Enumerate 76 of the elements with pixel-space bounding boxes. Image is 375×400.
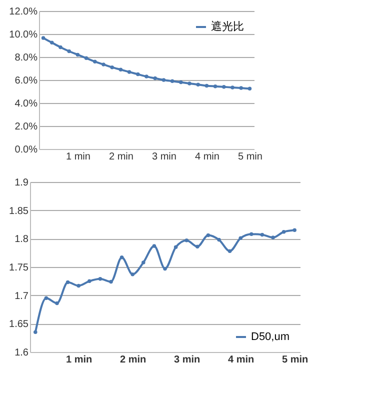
y-tick-label: 1.85 bbox=[9, 206, 29, 217]
point bbox=[222, 85, 226, 89]
point bbox=[188, 82, 192, 86]
x-tick-label: 5 min bbox=[282, 354, 308, 366]
y-tick-label: 10.0% bbox=[9, 30, 38, 40]
point bbox=[248, 86, 252, 90]
point bbox=[206, 233, 210, 238]
point bbox=[184, 238, 188, 242]
x-tick-label: 3 min bbox=[152, 152, 176, 162]
point bbox=[66, 280, 70, 284]
point bbox=[163, 266, 167, 271]
point bbox=[282, 230, 286, 234]
y-tick-label: 1.75 bbox=[9, 262, 29, 274]
point bbox=[127, 70, 132, 74]
point bbox=[170, 79, 174, 84]
point bbox=[50, 40, 54, 44]
point bbox=[110, 65, 114, 70]
x-tick-label: 2 min bbox=[120, 354, 146, 366]
point bbox=[152, 244, 156, 248]
y-tick-label: 2.0% bbox=[14, 122, 38, 132]
point bbox=[239, 86, 243, 90]
point bbox=[41, 36, 46, 40]
point bbox=[76, 52, 80, 57]
point bbox=[144, 74, 148, 78]
y-tick-label: 6.0% bbox=[14, 76, 38, 86]
x-tick-label: 1 min bbox=[66, 354, 92, 366]
point bbox=[250, 232, 254, 236]
point bbox=[196, 244, 200, 248]
y-tick-label: 1.65 bbox=[9, 319, 29, 330]
y-tick-label: 1.9 bbox=[14, 178, 29, 188]
x-tick-label: 3 min bbox=[174, 354, 200, 366]
point bbox=[130, 272, 134, 276]
legend-label: D50,um bbox=[251, 331, 290, 343]
x-tick-label: 4 min bbox=[194, 152, 220, 162]
point bbox=[230, 86, 234, 90]
point bbox=[93, 60, 97, 64]
point bbox=[76, 284, 80, 288]
point bbox=[84, 56, 88, 60]
y-tick-label: 0.0% bbox=[14, 144, 38, 156]
point bbox=[98, 277, 102, 281]
point bbox=[196, 82, 200, 86]
point bbox=[213, 84, 218, 88]
y-tick-label: 1.6 bbox=[14, 348, 29, 358]
point bbox=[58, 45, 62, 50]
y-tick-label: 4.0% bbox=[14, 98, 38, 110]
point bbox=[292, 228, 296, 232]
point bbox=[217, 238, 221, 242]
point bbox=[153, 76, 157, 80]
point bbox=[260, 232, 264, 237]
x-tick-label: 1 min bbox=[66, 152, 90, 162]
point bbox=[118, 68, 123, 72]
point bbox=[67, 49, 71, 54]
point bbox=[174, 245, 178, 250]
point bbox=[228, 249, 232, 253]
point bbox=[142, 260, 146, 264]
legend-label: 遮光比 bbox=[211, 20, 244, 33]
x-tick-label: 2 min bbox=[108, 152, 134, 162]
x-tick-label: 5 min bbox=[238, 152, 262, 162]
point bbox=[102, 62, 106, 66]
point bbox=[55, 301, 59, 306]
y-tick-label: 1.8 bbox=[14, 234, 29, 246]
y-tick-label: 12.0% bbox=[9, 6, 38, 18]
point bbox=[136, 72, 140, 76]
point bbox=[120, 256, 124, 260]
point bbox=[238, 236, 242, 240]
point bbox=[179, 80, 183, 84]
point bbox=[88, 279, 92, 284]
y-tick-label: 1.7 bbox=[14, 290, 29, 302]
point bbox=[44, 296, 48, 300]
x-tick-label: 4 min bbox=[228, 354, 254, 366]
point bbox=[109, 280, 113, 284]
point bbox=[271, 236, 275, 240]
y-tick-label: 8.0% bbox=[14, 52, 38, 64]
point bbox=[34, 330, 38, 334]
point bbox=[162, 78, 166, 82]
point bbox=[204, 84, 209, 88]
